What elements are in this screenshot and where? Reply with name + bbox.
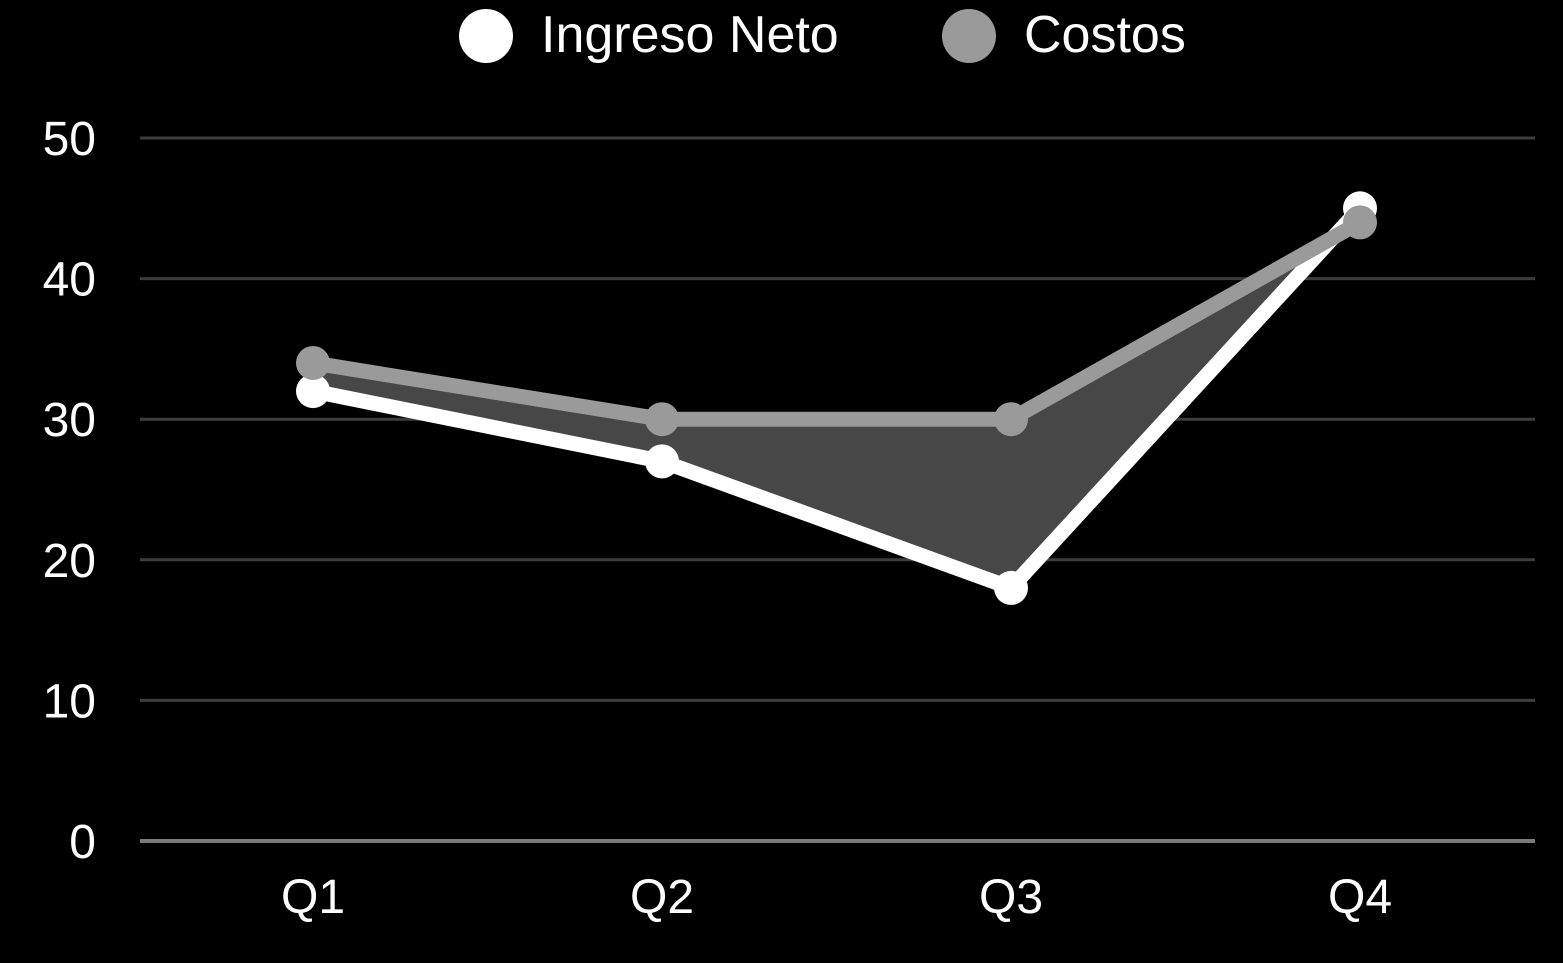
data-point-ingreso-neto [645, 444, 679, 479]
x-axis-ticks: Q1 Q2 Q3 Q4 [281, 871, 1392, 924]
y-tick-label: 0 [69, 816, 96, 869]
y-tick-label: 20 [43, 535, 96, 588]
legend-swatch [942, 9, 996, 63]
y-tick-label: 40 [43, 254, 96, 307]
series-lines [296, 191, 1377, 605]
x-tick-label: Q3 [979, 871, 1043, 924]
y-tick-label: 10 [43, 675, 96, 728]
data-point-ingreso-neto [296, 374, 330, 409]
y-tick-label: 30 [43, 394, 96, 447]
data-point-costos [1343, 205, 1377, 240]
series-line-ingreso-neto [305, 200, 1368, 596]
legend-label: Costos [1024, 6, 1186, 64]
gridlines [140, 136, 1535, 843]
y-tick-label: 50 [43, 113, 96, 166]
x-tick-label: Q1 [281, 871, 345, 924]
x-tick-label: Q2 [630, 871, 694, 924]
legend: Ingreso Neto Costos [459, 6, 1186, 64]
y-axis-ticks: 0 10 20 30 40 50 [43, 113, 96, 869]
series-line-costos [305, 214, 1368, 427]
data-point-costos [994, 402, 1028, 437]
data-point-costos [645, 402, 679, 437]
legend-swatch [459, 9, 513, 63]
data-point-ingreso-neto [994, 570, 1028, 605]
x-tick-label: Q4 [1328, 871, 1392, 924]
data-point-costos [296, 345, 330, 380]
legend-label: Ingreso Neto [541, 6, 839, 64]
